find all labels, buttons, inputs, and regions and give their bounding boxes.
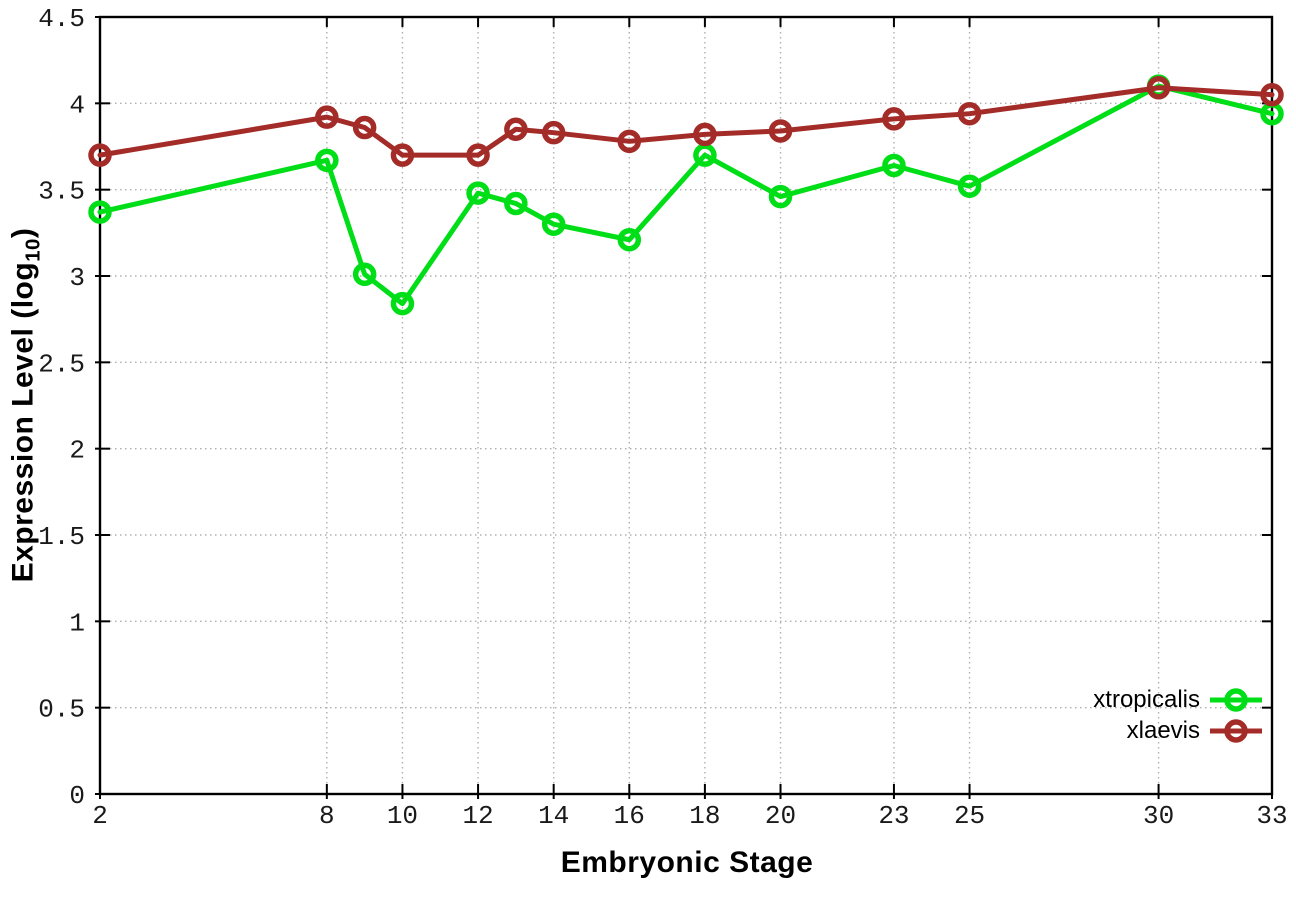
svg-text:20: 20 [765, 801, 796, 831]
xlaevis-marker-icon [1210, 717, 1262, 745]
y-axis-title-subscript: 10 [22, 238, 45, 262]
x-axis-title: Embryonic Stage [560, 846, 814, 879]
svg-text:3: 3 [69, 263, 85, 293]
svg-text:0: 0 [69, 781, 85, 811]
legend-item-xlaevis: xlaevis [1093, 715, 1262, 746]
svg-text:4.5: 4.5 [38, 4, 85, 34]
legend-item-xtropicalis: xtropicalis [1093, 684, 1262, 715]
legend-label-xtropicalis: xtropicalis [1093, 685, 1200, 713]
svg-text:25: 25 [954, 801, 985, 831]
legend-label-xlaevis: xlaevis [1126, 716, 1200, 744]
svg-text:23: 23 [878, 801, 909, 831]
svg-text:3.5: 3.5 [38, 177, 85, 207]
y-axis-title-text: Expression Level (log [6, 261, 40, 583]
svg-text:2: 2 [69, 436, 85, 466]
svg-text:18: 18 [689, 801, 720, 831]
svg-text:30: 30 [1143, 801, 1174, 831]
svg-text:2: 2 [92, 801, 108, 831]
svg-text:16: 16 [614, 801, 645, 831]
svg-text:14: 14 [538, 801, 569, 831]
svg-text:4: 4 [69, 90, 85, 120]
svg-text:1.5: 1.5 [38, 522, 85, 552]
y-axis-title-close: ) [6, 227, 40, 239]
svg-text:1: 1 [69, 608, 85, 638]
svg-text:33: 33 [1256, 801, 1287, 831]
svg-text:8: 8 [319, 801, 335, 831]
y-axis-title: Expression Level (log10) [7, 228, 46, 583]
svg-text:10: 10 [387, 801, 418, 831]
xtropicalis-marker-icon [1210, 686, 1262, 714]
svg-text:12: 12 [462, 801, 493, 831]
svg-text:2.5: 2.5 [38, 349, 85, 379]
svg-text:0.5: 0.5 [38, 695, 85, 725]
legend: xtropicalis xlaevis [1093, 684, 1262, 746]
